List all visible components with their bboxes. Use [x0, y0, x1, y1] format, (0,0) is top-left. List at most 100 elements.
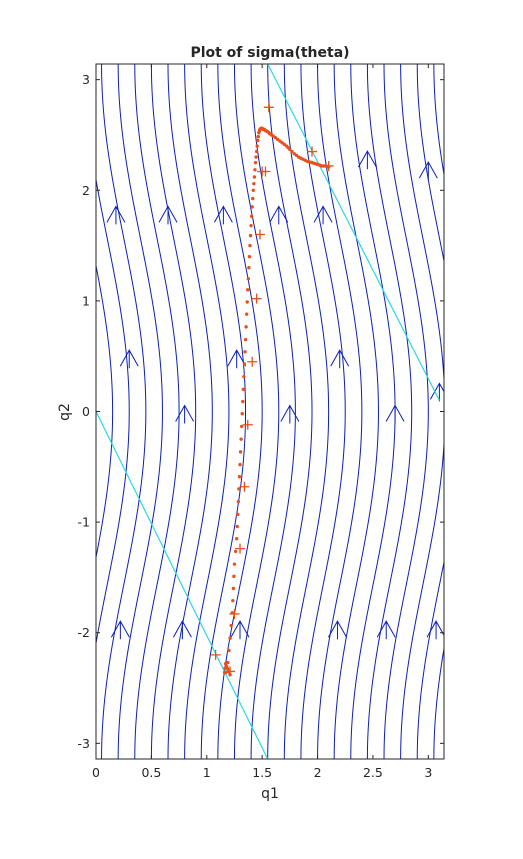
trajectory-point	[247, 266, 251, 270]
trajectory-point	[237, 487, 241, 491]
trajectory-point	[251, 188, 255, 192]
x-tick-label: 1.5	[252, 765, 272, 780]
arrowhead-6	[418, 161, 438, 181]
trajectory-point	[241, 399, 245, 404]
plus-marker	[323, 160, 334, 171]
flow-curve-13	[217, 64, 263, 759]
trajectory-point	[239, 437, 243, 441]
flow-curve-19	[317, 64, 363, 759]
y-tick-label: -2	[78, 625, 90, 640]
trajectory-point	[227, 648, 231, 653]
plus-marker	[229, 608, 240, 619]
arrowhead-17	[328, 620, 347, 640]
flow-curve-22	[366, 64, 413, 759]
trajectory-point	[225, 665, 229, 670]
trajectory-point	[247, 254, 252, 259]
trajectory-point	[246, 288, 250, 292]
trajectory-point	[254, 155, 258, 159]
y-axis-label: q2	[57, 403, 73, 421]
arrowhead-18	[376, 620, 396, 640]
trajectory-point	[235, 524, 239, 529]
flow-curve-18	[300, 64, 346, 759]
trajectory-point	[238, 450, 243, 454]
arrowhead-11	[175, 404, 195, 424]
x-tick-label: 2.5	[363, 765, 383, 780]
flow-curve-16	[267, 64, 313, 759]
trajectory-point	[251, 196, 255, 201]
plus-marker	[235, 543, 246, 554]
trajectory-point	[252, 181, 256, 186]
plus-marker	[210, 649, 221, 660]
chart-title: Plot of sigma(theta)	[190, 45, 349, 61]
arrowhead-15	[172, 620, 192, 640]
flow-curve-5	[96, 176, 130, 647]
y-tick-label: 2	[82, 183, 90, 198]
arrowhead-13	[385, 404, 405, 424]
arrowhead-12	[280, 404, 300, 424]
y-tick-label: -3	[78, 736, 90, 751]
arrowhead-9	[330, 349, 350, 369]
trajectory-point	[239, 424, 244, 429]
trajectory-point	[248, 233, 253, 238]
plus-marker	[239, 481, 250, 492]
trajectory-point	[228, 636, 232, 640]
flow-curve-21	[350, 64, 396, 759]
trajectory-point	[238, 462, 242, 467]
trajectory-point	[241, 387, 246, 392]
arrowhead-2	[213, 205, 233, 225]
trajectory-point	[244, 312, 249, 316]
plus-marker	[307, 146, 318, 157]
flow-curve-9	[150, 64, 197, 759]
trajectory-point	[237, 475, 242, 479]
plus-marker	[254, 229, 265, 240]
y-tick-label: 1	[82, 293, 90, 308]
x-tick-label: 3	[424, 765, 432, 780]
flow-curve-17	[283, 64, 330, 759]
arrowhead-10	[429, 382, 444, 402]
x-tick-label: 2	[314, 765, 322, 780]
arrowhead-4	[313, 205, 333, 225]
trajectory-point	[288, 147, 292, 152]
trajectory-point	[244, 325, 248, 329]
marker-series	[210, 102, 334, 677]
trajectory-point	[243, 337, 248, 342]
trajectory-point	[255, 144, 259, 148]
trajectory-point	[253, 168, 257, 172]
trajectory-point	[236, 499, 241, 504]
trajectory-point	[233, 549, 238, 554]
trajectory-point	[236, 512, 240, 517]
arrowhead-0	[106, 205, 126, 225]
boundary-line-0	[96, 411, 269, 759]
flow-curve-14	[233, 64, 280, 759]
flow-curve-11	[184, 64, 230, 759]
x-tick-label: 0.5	[141, 765, 161, 780]
trajectory-point	[252, 175, 257, 179]
flow-curve-6	[101, 64, 147, 759]
arrowhead-3	[269, 205, 289, 225]
arrowhead-7	[119, 349, 139, 369]
flow-curve-20	[333, 64, 379, 759]
x-axis: 0 0.5 1 1.5 2 2.5 3	[92, 64, 432, 780]
arrowhead-5	[357, 150, 377, 170]
x-tick-label: 1	[203, 765, 211, 780]
trajectory-series	[222, 126, 331, 677]
trajectory-point	[242, 362, 247, 366]
trajectory-point	[229, 623, 233, 628]
arrowhead-16	[230, 620, 250, 640]
trajectory-point	[226, 660, 230, 665]
x-tick-label: 0	[92, 765, 100, 780]
flow-curve-24	[400, 64, 444, 759]
trajectory-point	[249, 223, 253, 228]
plus-marker	[247, 356, 258, 367]
trajectory-point	[253, 160, 258, 165]
plus-marker	[263, 102, 274, 113]
trajectory-point	[256, 134, 260, 139]
trajectory-point	[254, 149, 259, 154]
flow-curve-15	[250, 64, 296, 759]
arrowhead-14	[110, 620, 130, 640]
arrowhead-19	[426, 620, 444, 640]
trajectory-point	[248, 243, 252, 248]
y-tick-label: 3	[82, 72, 90, 87]
